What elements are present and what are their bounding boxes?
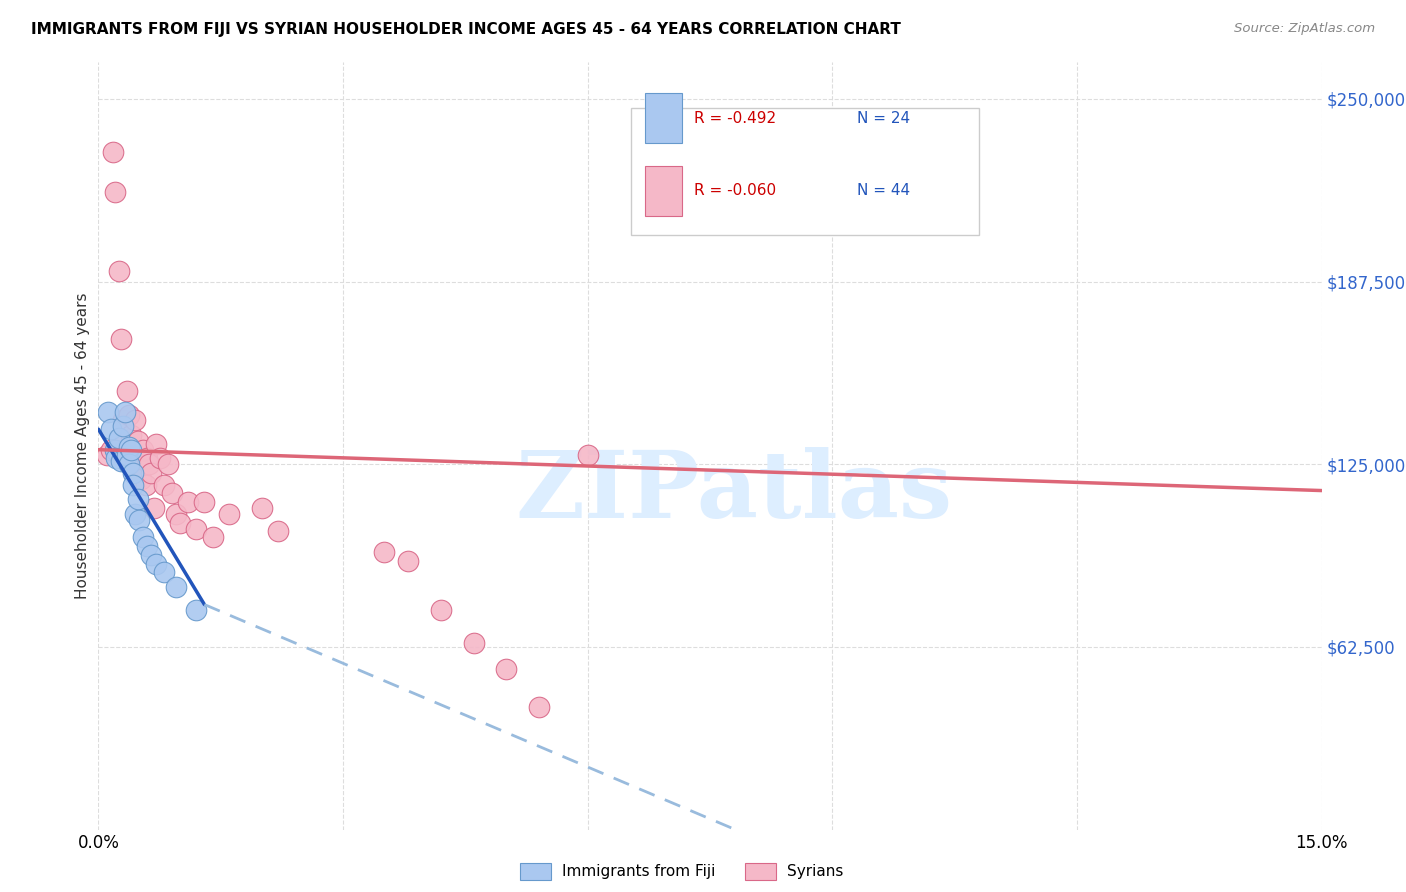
Point: [463, 635, 485, 649]
Point: [141, 548, 163, 562]
Text: R = -0.492: R = -0.492: [695, 111, 776, 126]
FancyBboxPatch shape: [645, 93, 682, 143]
Point: [152, 477, 174, 491]
Point: [127, 434, 149, 448]
Point: [108, 264, 131, 278]
Point: [105, 442, 128, 457]
Text: IMMIGRANTS FROM FIJI VS SYRIAN HOUSEHOLDER INCOME AGES 45 - 64 YEARS CORRELATION: IMMIGRANTS FROM FIJI VS SYRIAN HOUSEHOLD…: [31, 22, 901, 37]
Point: [156, 457, 179, 471]
Point: [177, 495, 200, 509]
Point: [111, 413, 134, 427]
Point: [430, 603, 453, 617]
Point: [218, 507, 240, 521]
Point: [138, 457, 160, 471]
Point: [115, 384, 138, 399]
Point: [373, 545, 395, 559]
Point: [105, 451, 128, 466]
Point: [267, 524, 290, 539]
Point: [121, 466, 143, 480]
Point: [96, 449, 118, 463]
Text: ZIPatlas: ZIPatlas: [516, 447, 953, 537]
Point: [576, 449, 599, 463]
Text: R = -0.060: R = -0.060: [695, 184, 776, 198]
Point: [165, 507, 187, 521]
Point: [160, 486, 183, 500]
Y-axis label: Householder Income Ages 45 - 64 years: Householder Income Ages 45 - 64 years: [75, 293, 90, 599]
Point: [145, 557, 167, 571]
Point: [129, 472, 152, 486]
Point: [132, 442, 155, 457]
Point: [110, 332, 132, 346]
Point: [136, 451, 159, 466]
Point: [117, 440, 139, 454]
Point: [193, 495, 215, 509]
Point: [110, 454, 132, 468]
Point: [495, 662, 517, 676]
Point: [250, 501, 273, 516]
Text: N = 44: N = 44: [856, 184, 910, 198]
Point: [104, 442, 127, 457]
Point: [527, 699, 550, 714]
FancyBboxPatch shape: [645, 166, 682, 216]
Point: [122, 477, 145, 491]
Point: [118, 457, 141, 471]
Text: Immigrants from Fiji: Immigrants from Fiji: [562, 864, 716, 879]
Point: [114, 434, 136, 448]
Point: [100, 442, 122, 457]
Point: [97, 405, 120, 419]
Point: [100, 422, 122, 436]
Point: [111, 419, 134, 434]
Point: [124, 507, 146, 521]
Point: [132, 530, 155, 544]
Point: [128, 460, 150, 475]
Point: [120, 442, 142, 457]
Point: [101, 145, 124, 159]
Point: [149, 451, 172, 466]
Point: [169, 516, 191, 530]
Point: [128, 513, 150, 527]
Point: [104, 186, 127, 200]
Point: [127, 492, 149, 507]
Point: [142, 501, 165, 516]
Point: [152, 566, 174, 580]
Point: [201, 530, 224, 544]
Point: [114, 405, 136, 419]
Point: [118, 408, 141, 422]
Point: [121, 449, 143, 463]
Text: Source: ZipAtlas.com: Source: ZipAtlas.com: [1234, 22, 1375, 36]
Point: [135, 477, 157, 491]
Text: N = 24: N = 24: [856, 111, 910, 126]
Point: [136, 539, 159, 553]
Point: [396, 554, 419, 568]
Point: [186, 522, 208, 536]
Point: [141, 466, 163, 480]
Point: [120, 428, 142, 442]
Point: [108, 431, 131, 445]
Point: [186, 603, 208, 617]
FancyBboxPatch shape: [630, 109, 979, 235]
Text: Syrians: Syrians: [787, 864, 844, 879]
Point: [145, 437, 167, 451]
Point: [115, 449, 138, 463]
Point: [124, 413, 146, 427]
Point: [165, 580, 187, 594]
